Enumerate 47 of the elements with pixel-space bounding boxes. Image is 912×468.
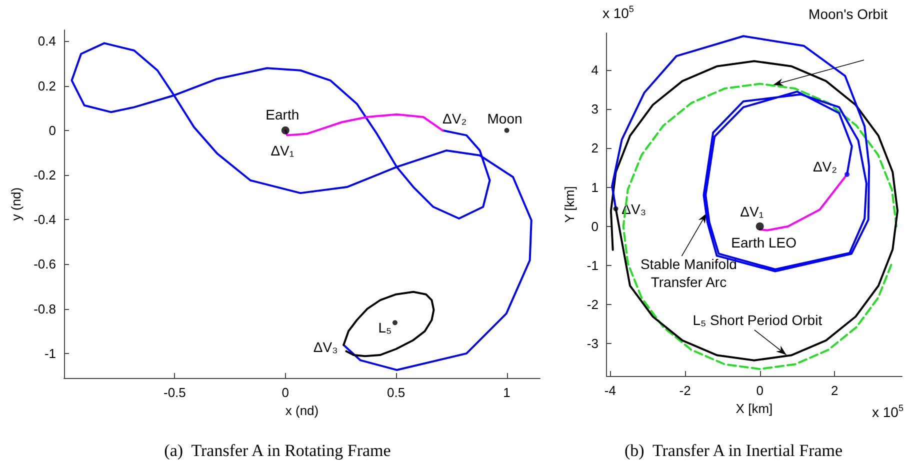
x-axis-title: x (nd) xyxy=(285,403,319,418)
text: Moon's Orbit xyxy=(808,6,888,22)
x-tick-label: 0 xyxy=(756,383,764,398)
x-axis-title: X [km] xyxy=(736,401,773,416)
y-tick-label: -0.6 xyxy=(34,256,56,272)
x-tick-label: 0 xyxy=(282,385,290,400)
y-tick-label: -0.2 xyxy=(34,168,56,182)
y-tick-label: -3 xyxy=(586,336,598,352)
annotation: ΔV₁ xyxy=(740,203,764,220)
x-tick-label: -2 xyxy=(679,383,691,398)
y-tick-label: 0.2 xyxy=(38,78,56,94)
x-tick-label: 2 xyxy=(831,383,838,398)
y-tick-label: -0.4 xyxy=(34,212,56,228)
x-tick-label: -0.5 xyxy=(163,385,186,400)
annotation: Stable Manifold Transfer Arc xyxy=(640,256,737,290)
x-tick-label: 0.5 xyxy=(387,385,406,400)
y-tick-label: -1 xyxy=(586,258,598,273)
y-tick-label: -1 xyxy=(44,346,56,361)
y-tick-label: 2 xyxy=(591,140,598,156)
annotation: ΔV₂ xyxy=(442,110,467,126)
annotation: L₅ xyxy=(378,320,392,336)
y-tick-label: 0 xyxy=(591,218,598,234)
y-tick-label: -0.8 xyxy=(34,301,56,316)
point xyxy=(844,172,850,177)
line-series xyxy=(70,42,532,371)
line-series xyxy=(611,35,870,272)
annotation: ΔV₃ xyxy=(313,338,338,355)
text: (b) Transfer A in Inertial Frame xyxy=(624,441,843,460)
y-axis-title: y (nd) xyxy=(8,187,24,221)
line-series xyxy=(342,290,435,358)
point xyxy=(756,222,764,230)
text: (a) Transfer A in Rotating Frame xyxy=(164,441,391,460)
y-tick-label: 0.4 xyxy=(38,34,56,49)
y-axis-title: Y [km] xyxy=(562,186,577,223)
annotation: L₅ Short Period Orbit xyxy=(692,312,822,328)
y-tick-label: 0 xyxy=(48,122,56,138)
annotation: Earth xyxy=(266,106,300,122)
annotation: ΔV₁ xyxy=(270,142,294,158)
x-tick-label: -4 xyxy=(604,383,616,398)
annotation: Moon xyxy=(487,110,522,126)
annotation: ΔV₂ xyxy=(812,158,838,174)
y-tick-label: 3 xyxy=(591,102,598,117)
x-tick-label: 1 xyxy=(503,385,510,400)
annotation: Earth LEO xyxy=(731,234,797,250)
y-tick-label: -2 xyxy=(586,297,598,312)
y-tick-label: 1 xyxy=(591,180,598,195)
y-tick-label: 4 xyxy=(591,62,598,78)
